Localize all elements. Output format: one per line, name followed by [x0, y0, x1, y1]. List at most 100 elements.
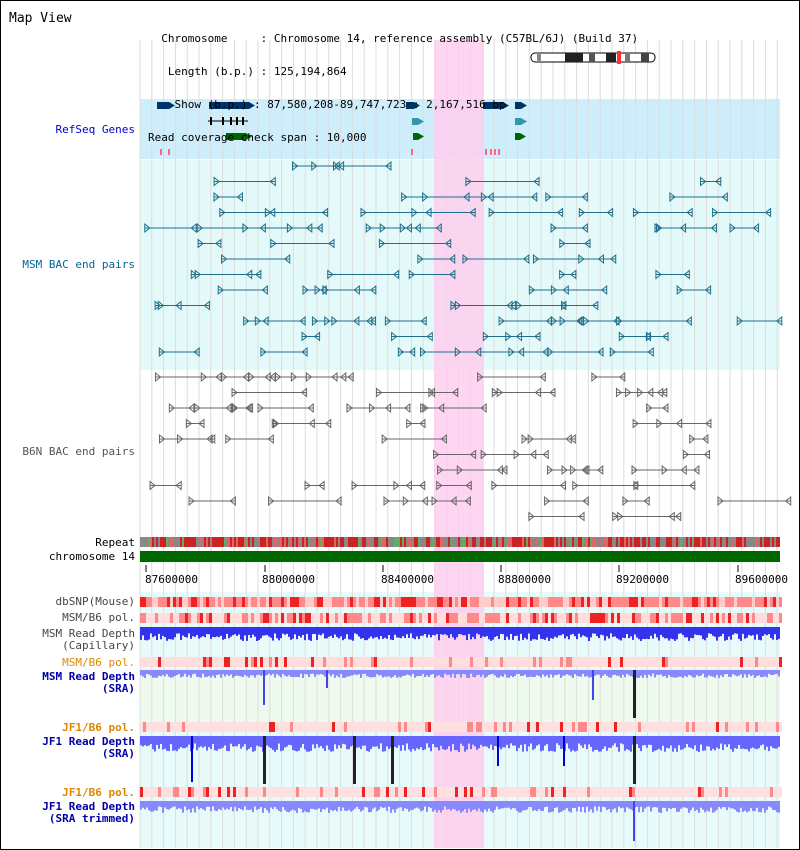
polymorphism-cell	[596, 657, 599, 667]
bac-end	[245, 402, 252, 414]
read-depth-bar	[670, 801, 672, 810]
polymorphism-cell	[308, 657, 311, 667]
read-depth-spike	[633, 801, 635, 841]
bac-end	[559, 480, 566, 491]
read-depth-bar	[524, 670, 526, 675]
read-depth-bar	[564, 801, 566, 810]
track-label-msm-bac[interactable]: MSM BAC end pairs	[22, 258, 135, 271]
read-depth-bar	[540, 670, 542, 678]
track-label-msm-b6-pol[interactable]: MSM/B6 pol.	[62, 611, 135, 624]
polymorphism-cell	[461, 722, 464, 732]
read-depth-bar	[646, 736, 648, 748]
read-depth-bar	[180, 736, 182, 748]
polymorphism-cell	[407, 657, 410, 667]
track-label-jf1-depth-sra[interactable]: JF1 Read Depth (SRA)	[42, 736, 135, 760]
track-label-b6n-bac[interactable]: B6N BAC end pairs	[22, 445, 135, 458]
polymorphism-cell	[173, 657, 176, 667]
track-label-chromosome[interactable]: chromosome 14	[48, 550, 135, 563]
read-depth-bar	[174, 627, 176, 638]
read-depth-bar	[504, 736, 506, 748]
polymorphism-cell	[611, 613, 614, 623]
read-depth-bar	[662, 736, 664, 746]
polymorphism-cell	[551, 597, 554, 607]
polymorphism-cell	[764, 722, 767, 732]
polymorphism-cell	[290, 787, 293, 797]
polymorphism-cell	[707, 613, 710, 623]
polymorphism-cell	[497, 613, 500, 623]
polymorphism-cell	[308, 787, 311, 797]
polymorphism-cell	[746, 597, 749, 607]
polymorphism-cell	[239, 657, 242, 667]
polymorphism-cell	[542, 722, 545, 732]
polymorphism-cell	[599, 613, 602, 623]
read-depth-bar	[172, 736, 174, 751]
polymorphism-cell	[323, 787, 326, 797]
read-depth-bar	[574, 736, 576, 752]
polymorphism-cell	[245, 657, 248, 667]
polymorphism-cell	[422, 657, 425, 667]
read-depth-bar	[738, 736, 740, 746]
repeat-element	[218, 537, 220, 547]
track-label-dbsnp[interactable]: dbSNP(Mouse)	[55, 595, 135, 608]
read-depth-bar	[482, 627, 484, 637]
read-depth-bar	[156, 670, 158, 678]
repeat-element	[744, 537, 746, 547]
polymorphism-cell	[221, 613, 224, 623]
read-depth-bar	[594, 627, 596, 634]
read-depth-bar	[248, 627, 250, 636]
read-depth-bar	[672, 627, 674, 640]
polymorphism-cell	[353, 613, 356, 623]
polymorphism-cell	[338, 597, 341, 607]
polymorphism-cell	[746, 722, 749, 732]
read-depth-bar	[692, 801, 694, 808]
read-depth-bar	[756, 801, 758, 808]
read-depth-bar	[426, 736, 428, 744]
track-label-msm-depth-sra[interactable]: MSM Read Depth (SRA)	[42, 671, 135, 695]
bac-end	[764, 207, 772, 218]
track-label-msm-depth-cap[interactable]: MSM Read Depth (Capillary)	[42, 628, 135, 652]
polymorphism-cell	[521, 787, 524, 797]
polymorphism-cell	[608, 597, 611, 607]
bac-end	[306, 222, 313, 234]
polymorphism-cell	[665, 657, 668, 667]
bac-end	[188, 495, 195, 507]
bac-end	[422, 191, 429, 203]
read-depth-bar	[614, 627, 616, 637]
polymorphism-cell	[587, 657, 590, 667]
read-depth-bar	[696, 627, 698, 636]
track-label-jf1-depth-trim[interactable]: JF1 Read Depth (SRA trimmed)	[42, 801, 135, 825]
read-depth-bar	[670, 670, 672, 678]
track-label-repeat[interactable]: Repeat	[95, 536, 135, 549]
read-depth-bar	[302, 627, 304, 635]
read-depth-bar	[316, 627, 318, 640]
read-depth-bar	[164, 670, 166, 677]
read-depth-bar	[246, 801, 248, 810]
polymorphism-cell	[380, 613, 383, 623]
read-depth-bar	[770, 627, 772, 638]
polymorphism-cell	[185, 613, 188, 623]
track-label-refseq[interactable]: RefSeq Genes	[55, 123, 135, 136]
polymorphism-cell	[473, 722, 476, 732]
repeat-element	[504, 537, 506, 547]
read-depth-bar	[330, 736, 332, 752]
polymorphism-cell	[641, 613, 644, 623]
read-depth-bar	[420, 736, 422, 748]
repeat-element	[562, 537, 564, 547]
read-depth-bar	[518, 627, 520, 641]
polymorphism-cell	[626, 597, 629, 607]
polymorphism-cell	[674, 613, 677, 623]
read-depth-bar	[712, 801, 714, 813]
polymorphism-cell	[161, 657, 164, 667]
read-depth-bar	[562, 670, 564, 676]
read-depth-bar	[230, 670, 232, 675]
track-label-msm-b6-pol-2[interactable]: MSM/B6 pol.	[62, 656, 135, 669]
bac-end	[420, 346, 427, 358]
read-depth-bar	[652, 670, 654, 674]
read-depth-bar	[412, 627, 414, 639]
read-depth-bar	[424, 736, 426, 750]
track-label-jf1-b6-pol[interactable]: JF1/B6 pol.	[62, 721, 135, 734]
repeat-element	[188, 537, 190, 547]
gene-exon	[242, 117, 244, 125]
track-label-jf1-b6-pol-2[interactable]: JF1/B6 pol.	[62, 786, 135, 799]
